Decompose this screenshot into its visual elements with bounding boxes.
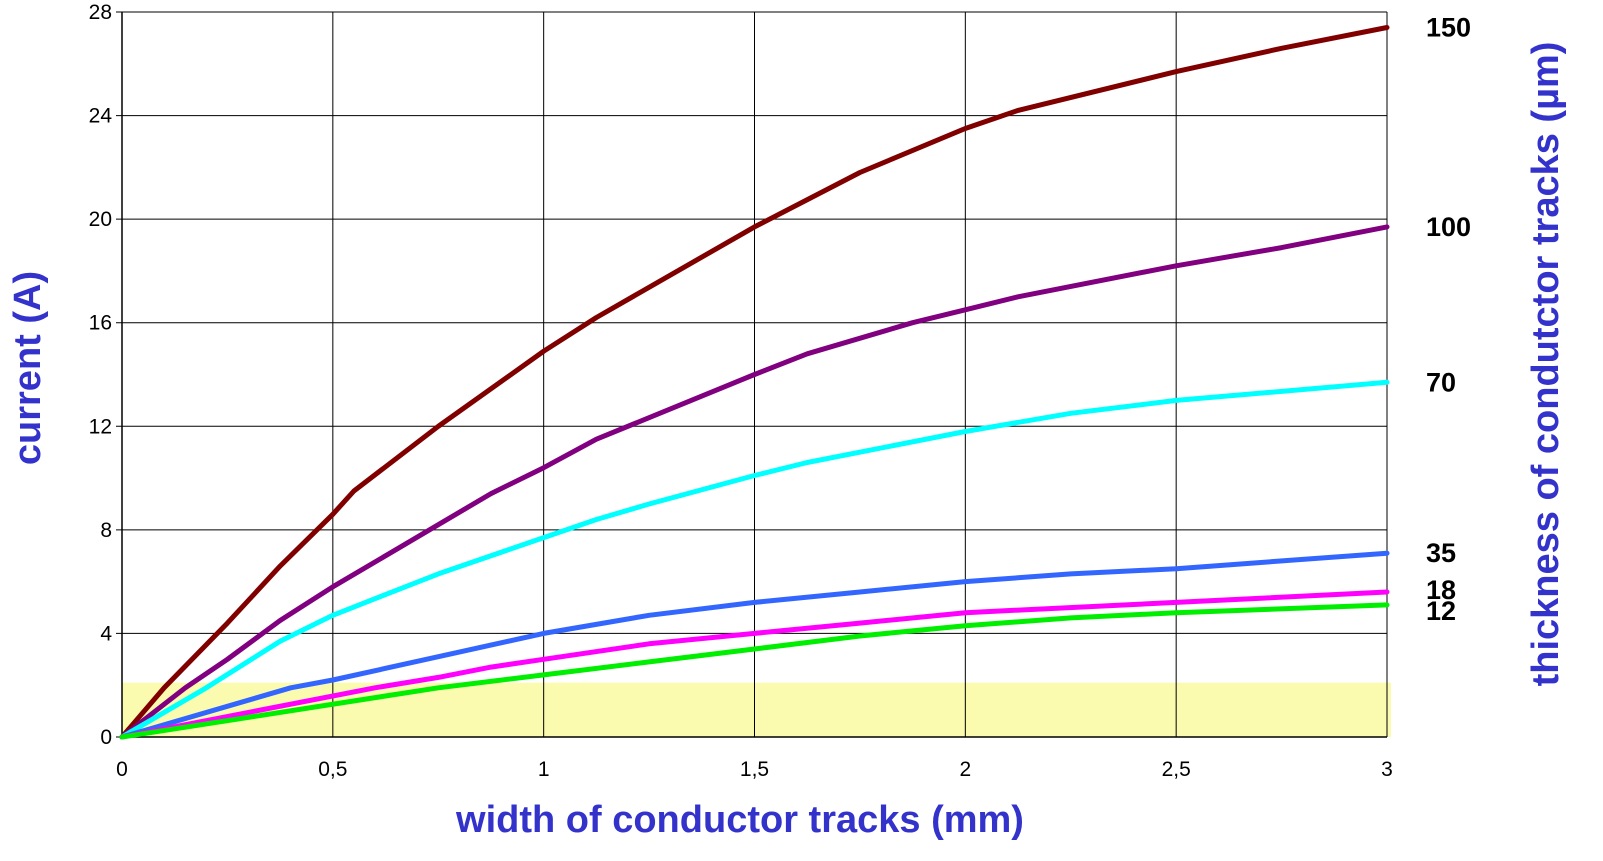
x-tick-label: 1 xyxy=(538,758,550,781)
series-label-18: 18 xyxy=(1426,575,1456,605)
series-line-100 xyxy=(119,224,1390,740)
x-tick-labels: 0 0,5 1 1,5 2 2,5 3 xyxy=(116,758,1393,781)
highlight-band-layer xyxy=(122,682,1391,737)
series-label-70: 70 xyxy=(1426,367,1456,397)
highlight-band xyxy=(122,682,1391,737)
y-tick-label: 16 xyxy=(89,312,112,335)
y-tick-label: 4 xyxy=(100,622,112,645)
grid-layer xyxy=(116,11,1388,738)
y-tick-label: 24 xyxy=(89,105,113,128)
series-label-150: 150 xyxy=(1426,13,1471,43)
series-line-35 xyxy=(119,550,1390,740)
y-axis-title: current (A) xyxy=(7,271,49,465)
series-label-100: 100 xyxy=(1426,212,1471,242)
x-tick-label: 0 xyxy=(116,758,128,781)
series-line-150 xyxy=(119,25,1390,740)
y-tick-label: 12 xyxy=(89,415,112,438)
y-tick-label: 0 xyxy=(100,726,112,749)
x-axis-title: width of conductor tracks (mm) xyxy=(455,799,1024,841)
y-tick-label: 8 xyxy=(100,519,112,542)
y2-axis-title: thickness of condutctor tracks (µm) xyxy=(1525,42,1567,687)
series-layer xyxy=(119,25,1390,740)
series-label-35: 35 xyxy=(1426,538,1456,568)
series-line-12 xyxy=(119,602,1390,740)
series-line-18 xyxy=(119,589,1390,740)
series-label-12: 12 xyxy=(1426,596,1456,626)
x-tick-label: 2 xyxy=(959,758,971,781)
x-tick-label: 0,5 xyxy=(318,758,347,781)
series-line-70 xyxy=(119,379,1390,740)
x-tick-label: 2,5 xyxy=(1162,758,1191,781)
y-tick-label: 20 xyxy=(89,208,112,231)
x-tick-label: 1,5 xyxy=(740,758,769,781)
y-tick-labels: 0 4 8 12 16 20 24 28 xyxy=(89,1,113,749)
y-tick-label: 28 xyxy=(89,1,112,24)
x-tick-label: 3 xyxy=(1381,758,1393,781)
